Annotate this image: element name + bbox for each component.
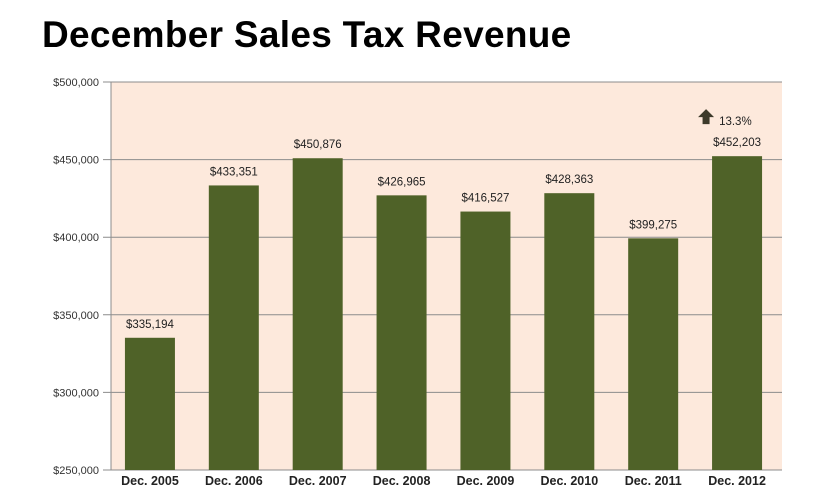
x-tick-label: Dec. 2010 xyxy=(540,474,598,488)
x-tick-label: Dec. 2007 xyxy=(289,474,347,488)
bar xyxy=(544,193,595,471)
bar xyxy=(628,238,679,470)
data-label: $335,194 xyxy=(126,319,175,331)
bar xyxy=(460,211,511,470)
data-label: $426,965 xyxy=(378,176,426,188)
x-tick-label: Dec. 2012 xyxy=(708,474,766,488)
x-tick-label: Dec. 2009 xyxy=(457,474,515,488)
data-label: $450,876 xyxy=(294,139,342,151)
data-label: $428,363 xyxy=(545,174,593,186)
x-tick-label: Dec. 2008 xyxy=(373,474,431,488)
bar xyxy=(208,185,259,470)
data-label: $399,275 xyxy=(629,219,677,231)
bar xyxy=(376,195,427,470)
x-tick-label: Dec. 2011 xyxy=(625,474,682,488)
bar xyxy=(124,337,175,470)
bar xyxy=(292,158,343,470)
y-tick-label: $500,000 xyxy=(53,77,99,89)
up-arrow-icon xyxy=(698,109,715,125)
bar xyxy=(712,156,763,470)
x-tick-label: Dec. 2005 xyxy=(121,474,179,488)
y-tick-label: $350,000 xyxy=(53,310,99,322)
data-label: $416,527 xyxy=(461,193,509,205)
y-tick-label: $400,000 xyxy=(53,232,99,244)
y-tick-label: $300,000 xyxy=(53,387,99,399)
chart-title: December Sales Tax Revenue xyxy=(42,14,572,55)
y-tick-label: $250,000 xyxy=(53,465,99,477)
data-label: $433,351 xyxy=(210,166,258,178)
data-label: $452,203 xyxy=(713,137,761,149)
x-tick-label: Dec. 2006 xyxy=(205,474,263,488)
y-tick-label: $450,000 xyxy=(53,155,99,167)
annotation-label: 13.3% xyxy=(719,116,752,128)
